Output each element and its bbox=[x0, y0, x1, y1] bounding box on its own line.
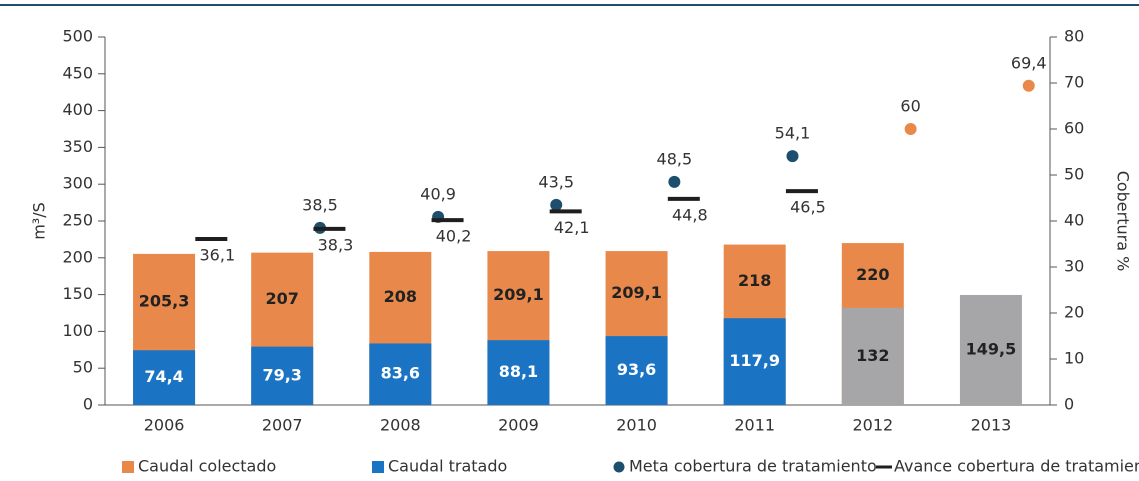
y-tick-label: 250 bbox=[62, 211, 93, 230]
bar bbox=[133, 350, 196, 405]
bar bbox=[723, 318, 786, 405]
y2-tick-label: 10 bbox=[1064, 349, 1084, 368]
meta-dot bbox=[550, 198, 563, 211]
y-axis-label: m³/S bbox=[30, 202, 49, 240]
y2-tick-label: 0 bbox=[1064, 395, 1074, 414]
x-tick-label: 2012 bbox=[852, 416, 893, 435]
x-tick-label: 2007 bbox=[262, 416, 303, 435]
data-label: 48,5 bbox=[657, 149, 693, 168]
y2-tick-label: 40 bbox=[1064, 211, 1084, 230]
y-tick-label: 400 bbox=[62, 100, 93, 119]
data-label: 38,5 bbox=[302, 195, 338, 214]
data-label: 117,9 bbox=[729, 351, 780, 370]
data-label: 46,5 bbox=[790, 198, 826, 217]
x-tick-label: 2009 bbox=[498, 416, 539, 435]
y2-tick-label: 20 bbox=[1064, 303, 1084, 322]
data-label: 208 bbox=[384, 287, 417, 306]
y-tick-label: 200 bbox=[62, 247, 93, 266]
y2-tick-label: 60 bbox=[1064, 119, 1084, 138]
data-label: 74,4 bbox=[144, 367, 183, 386]
y2-tick-label: 80 bbox=[1064, 27, 1084, 46]
y-tick-label: 450 bbox=[62, 63, 93, 82]
x-tick-label: 2006 bbox=[144, 416, 185, 435]
data-label: 69,4 bbox=[1011, 53, 1047, 72]
y-tick-label: 350 bbox=[62, 137, 93, 156]
bar bbox=[369, 343, 432, 405]
x-tick-label: 2013 bbox=[971, 416, 1012, 435]
y-tick-label: 500 bbox=[62, 27, 93, 46]
bar bbox=[251, 346, 314, 405]
data-label: 218 bbox=[738, 271, 771, 290]
y2-tick-label: 50 bbox=[1064, 165, 1084, 184]
y2-tick-label: 30 bbox=[1064, 257, 1084, 276]
data-label: 205,3 bbox=[139, 292, 190, 311]
data-label: 83,6 bbox=[381, 364, 420, 383]
data-label: 43,5 bbox=[538, 172, 574, 191]
data-label: 60 bbox=[900, 97, 920, 116]
legend-label: Caudal colectado bbox=[138, 457, 276, 476]
data-label: 36,1 bbox=[200, 245, 236, 264]
data-label: 149,5 bbox=[966, 339, 1017, 358]
data-label: 220 bbox=[856, 265, 889, 284]
meta-dot bbox=[786, 150, 799, 163]
data-label: 42,1 bbox=[554, 218, 590, 237]
data-label: 88,1 bbox=[499, 362, 538, 381]
meta-dot bbox=[668, 175, 681, 188]
data-label: 38,3 bbox=[318, 235, 354, 254]
y-tick-label: 100 bbox=[62, 321, 93, 340]
bar bbox=[605, 336, 668, 405]
bar bbox=[959, 294, 1022, 405]
y-tick-label: 0 bbox=[83, 395, 93, 414]
data-label: 40,9 bbox=[420, 184, 456, 203]
data-label: 44,8 bbox=[672, 205, 708, 224]
data-label: 207 bbox=[265, 289, 298, 308]
data-label: 209,1 bbox=[493, 285, 544, 304]
legend-label: Avance cobertura de tratamiento bbox=[894, 457, 1139, 476]
y2-axis-label: Cobertura % bbox=[1114, 171, 1133, 272]
x-tick-label: 2011 bbox=[734, 416, 775, 435]
data-label: 209,1 bbox=[611, 283, 662, 302]
legend-swatch bbox=[613, 461, 625, 473]
meta-dot bbox=[1022, 79, 1035, 92]
legend-swatch bbox=[372, 461, 384, 473]
legend-label: Meta cobertura de tratamiento bbox=[629, 457, 877, 476]
y2-tick-label: 70 bbox=[1064, 73, 1084, 92]
y-tick-label: 150 bbox=[62, 284, 93, 303]
data-label: 132 bbox=[856, 346, 889, 365]
bar bbox=[487, 340, 550, 405]
data-label: 79,3 bbox=[262, 365, 301, 384]
data-label: 93,6 bbox=[617, 360, 656, 379]
bar bbox=[841, 307, 904, 405]
meta-dot bbox=[904, 123, 917, 135]
x-tick-label: 2008 bbox=[380, 416, 421, 435]
y-tick-label: 300 bbox=[62, 174, 93, 193]
legend-label: Caudal tratado bbox=[388, 457, 507, 476]
data-label: 40,2 bbox=[436, 227, 472, 246]
y-tick-label: 50 bbox=[73, 358, 93, 377]
x-tick-label: 2010 bbox=[616, 416, 657, 435]
data-label: 54,1 bbox=[775, 124, 811, 143]
legend-swatch bbox=[122, 461, 134, 473]
